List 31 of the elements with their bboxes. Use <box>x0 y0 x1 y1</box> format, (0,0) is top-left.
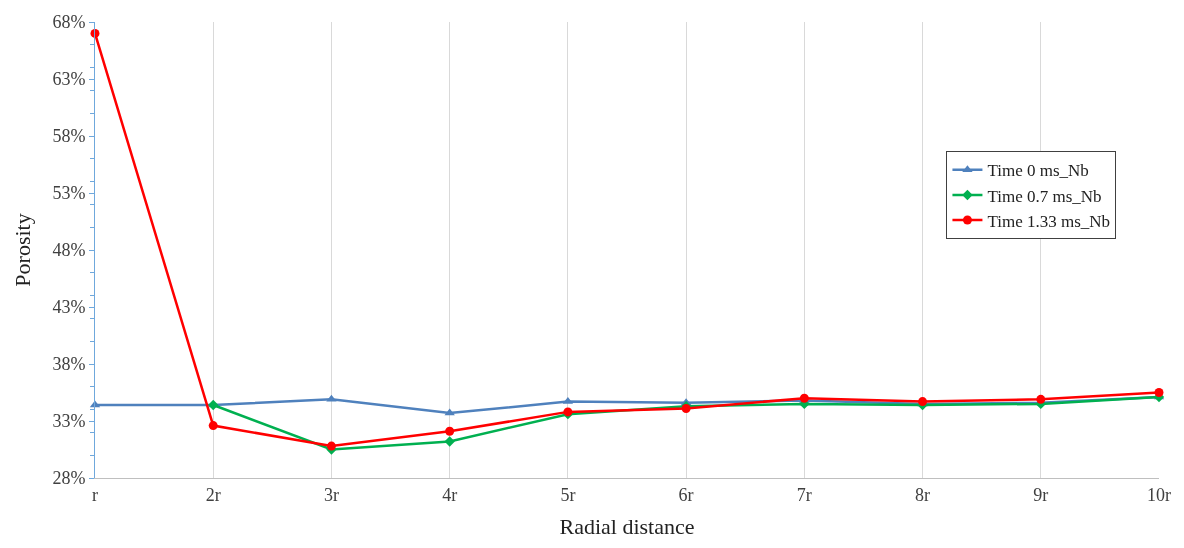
y-tick-label: 28% <box>52 468 86 489</box>
legend-label: Time 0.7 ms_Nb <box>987 186 1102 206</box>
x-tick-label: 4r <box>442 484 458 505</box>
y-tick-label: 68% <box>52 12 86 33</box>
point <box>208 421 218 431</box>
x-axis-title: Radial distance <box>559 514 695 540</box>
legend-label: Time 1.33 ms_Nb <box>987 211 1111 231</box>
x-tick-label: 8r <box>915 484 931 505</box>
x-tick-label: 3r <box>323 484 339 505</box>
x-tick-label: 2r <box>205 484 221 505</box>
point <box>1036 394 1046 404</box>
y-tick-label: 48% <box>52 240 86 261</box>
x-tick-label: 7r <box>796 484 812 505</box>
x-tick-label: r <box>92 484 98 505</box>
point <box>445 426 455 436</box>
y-tick-label: 43% <box>52 297 86 318</box>
point <box>326 441 336 451</box>
point <box>1154 388 1164 397</box>
y-tick-label: 63% <box>52 69 86 90</box>
y-tick-label: 38% <box>52 354 86 375</box>
x-tick-label: 10r <box>1147 484 1171 505</box>
x-tick-label: 6r <box>678 484 694 505</box>
point <box>444 436 455 447</box>
y-axis-title: Porosity <box>10 213 36 287</box>
x-tick-label: 5r <box>560 484 576 505</box>
y-tick-label: 58% <box>52 126 86 147</box>
y-tick-label: 33% <box>52 411 86 432</box>
point <box>326 394 337 402</box>
legend-label: Time 0 ms_Nb <box>987 161 1089 181</box>
x-tick-label: 9r <box>1033 484 1049 505</box>
y-tick-label: 53% <box>52 183 86 204</box>
